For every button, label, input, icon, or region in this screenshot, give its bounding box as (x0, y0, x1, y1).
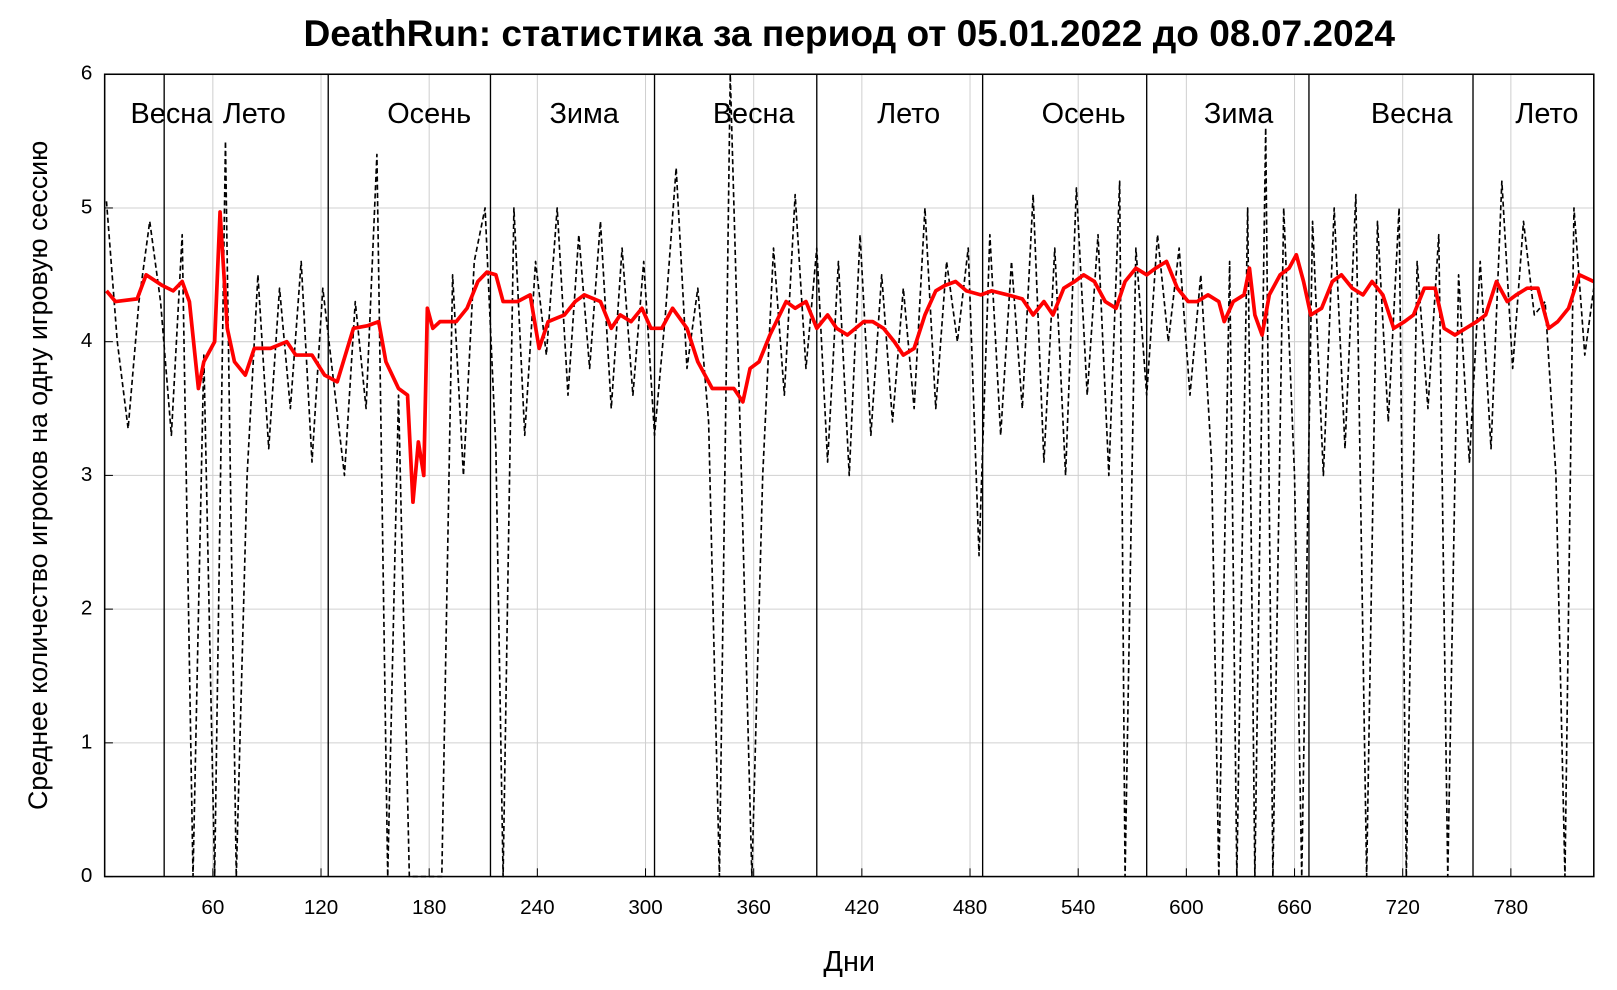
x-axis-label: Дни (823, 946, 875, 978)
season-label: Весна (131, 98, 214, 130)
x-tick-label: 60 (201, 896, 224, 919)
x-tick-label: 300 (628, 896, 662, 919)
y-tick-label: 3 (81, 463, 92, 486)
x-tick-label: 600 (1169, 896, 1203, 919)
season-label: Лето (223, 98, 286, 130)
season-label: Лето (1515, 98, 1578, 130)
y-tick-label: 2 (81, 597, 92, 620)
x-tick-label: 540 (1061, 896, 1095, 919)
x-tick-label: 120 (304, 896, 338, 919)
y-tick-label: 6 (81, 62, 92, 85)
smoothed-line (105, 210, 1595, 505)
season-label: Зима (549, 98, 619, 130)
y-tick-label: 4 (81, 329, 92, 352)
plot-frame (103, 73, 1595, 878)
x-tick-label: 240 (520, 896, 554, 919)
chart-title: DeathRun: статистика за период от 05.01.… (303, 12, 1395, 54)
x-tick-label: 360 (736, 896, 770, 919)
season-label: Весна (1371, 98, 1454, 130)
season-label: Осень (387, 98, 471, 130)
x-tick-label: 780 (1494, 896, 1528, 919)
y-axis-label: Среднее количество игроков на одну игров… (23, 141, 53, 810)
x-tick-label: 480 (953, 896, 987, 919)
daily-line (105, 73, 1595, 878)
season-label: Весна (713, 98, 796, 130)
x-tick-label: 420 (845, 896, 879, 919)
y-tick-label: 1 (81, 730, 92, 753)
x-tick-label: 180 (412, 896, 446, 919)
season-label: Зима (1204, 98, 1274, 130)
x-tick-label: 660 (1277, 896, 1311, 919)
y-tick-label: 0 (81, 864, 92, 887)
x-tick-label: 720 (1386, 896, 1420, 919)
season-label: Осень (1042, 98, 1126, 130)
y-tick-label: 5 (81, 195, 92, 218)
season-label: Лето (877, 98, 940, 130)
